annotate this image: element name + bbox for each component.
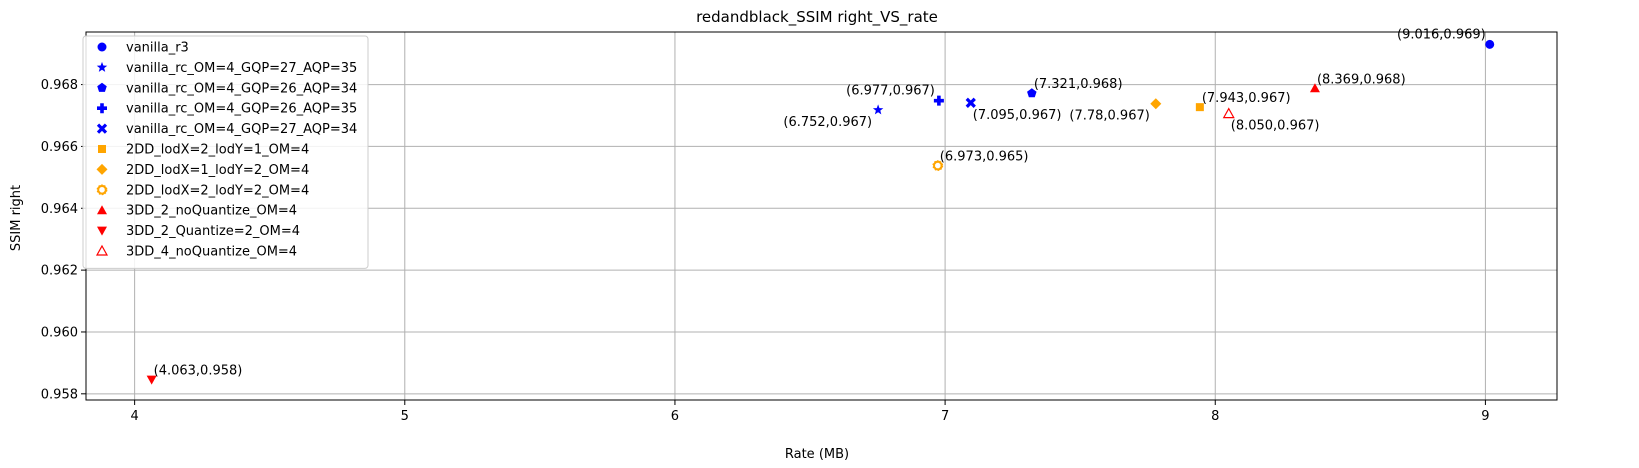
data-labels: (9.016,0.969) (6.752,0.967) (7.321,0.968) (…	[154, 27, 1486, 378]
legend-item: 2DD_lodX=1_lodY=2_OM=4	[96, 163, 309, 178]
y-tick-label: 0.966	[41, 140, 78, 155]
legend-item: 3DD_4_noQuantize_OM=4	[95, 244, 297, 260]
axes: 4 5 6 7 8 9 0.958 0.960 0.962 0.964 0.966 0.968	[41, 31, 1558, 424]
data-label: (7.943,0.967)	[1202, 91, 1291, 106]
point-2dd-lodx-2-lody-1-om-4	[1195, 103, 1204, 112]
legend-item: vanilla_rc_OM=4_GQP=27_AQP=35	[96, 61, 357, 76]
legend-label: vanilla_rc_OM=4_GQP=26_AQP=34	[126, 81, 357, 96]
data-label: (7.78,0.967)	[1069, 109, 1149, 124]
legend-box	[82, 35, 369, 269]
legend-item: 3DD_2_noQuantize_OM=4	[97, 204, 297, 219]
legend-item: vanilla_rc_OM=4_GQP=26_AQP=35	[97, 102, 357, 117]
x-tick-label: 9	[1481, 409, 1489, 424]
x-tick-label: 5	[401, 409, 409, 424]
point-vanilla-rc-om-4-gqp-26-aqp-35	[933, 95, 944, 106]
x-tick-label: 7	[941, 409, 949, 424]
legend-item: vanilla_r3	[97, 41, 189, 56]
legend-marker	[98, 145, 106, 153]
y-tick-label: 0.958	[41, 387, 78, 402]
legend-label: vanilla_r3	[126, 41, 189, 56]
data-label: (8.050,0.967)	[1231, 119, 1320, 134]
legend-label: 3DD_4_noQuantize_OM=4	[126, 245, 297, 260]
point-vanilla-rc-om-4-gqp-26-aqp-34	[1027, 88, 1037, 98]
legend: vanilla_r3 vanilla_rc_OM=4_GQP=27_AQP=35v…	[82, 35, 369, 269]
legend-item: 2DD_lodX=2_lodY=1_OM=4	[98, 143, 309, 158]
point-2dd-lodx-2-lody-2-om-4	[932, 160, 944, 171]
legend-item: vanilla_rc_OM=4_GQP=27_AQP=34	[96, 122, 357, 137]
legend-label: 3DD_2_noQuantize_OM=4	[126, 204, 297, 219]
x-tick-label: 4	[130, 409, 138, 424]
point-2dd-lodx-1-lody-2-om-4	[1150, 98, 1162, 110]
legend-marker	[97, 226, 107, 236]
data-label: (7.321,0.968)	[1034, 77, 1123, 92]
data-label: (6.752,0.967)	[783, 115, 872, 130]
data-label: (7.095,0.967)	[973, 108, 1062, 123]
y-tick-label: 0.964	[41, 202, 78, 217]
legend-label: 2DD_lodX=1_lodY=2_OM=4	[126, 163, 309, 178]
legend-marker	[96, 61, 108, 72]
data-label: (9.016,0.969)	[1397, 27, 1486, 42]
legend-item: 3DD_2_Quantize=2_OM=4	[97, 224, 300, 239]
point-3dd-2-noquantize-om-4	[1309, 83, 1320, 93]
legend-label: vanilla_rc_OM=4_GQP=27_AQP=34	[126, 122, 357, 137]
data-points	[146, 39, 1495, 385]
legend-item: vanilla_rc_OM=4_GQP=26_AQP=34	[97, 81, 357, 96]
y-tick-label: 0.962	[41, 264, 78, 279]
point-vanilla-r3	[1485, 39, 1495, 49]
chart-title: redandblack_SSIM right_VS_rate	[696, 8, 938, 27]
legend-marker	[96, 184, 108, 196]
point-3dd-4-noquantize-om-4	[1222, 107, 1235, 119]
point-vanilla-rc-om-4-gqp-27-aqp-34	[965, 97, 976, 108]
data-label: (6.973,0.965)	[940, 150, 1029, 165]
legend-marker	[97, 82, 107, 92]
y-tick-label: 0.968	[41, 78, 78, 93]
x-tick-label: 6	[671, 409, 679, 424]
y-axis-label: SSIM right	[9, 185, 24, 251]
legend-label: 2DD_lodX=2_lodY=1_OM=4	[126, 143, 309, 158]
legend-marker	[97, 103, 107, 114]
legend-marker	[97, 42, 107, 52]
legend-marker	[96, 163, 108, 175]
legend-label: 3DD_2_Quantize=2_OM=4	[126, 224, 300, 239]
data-label: (8.369,0.968)	[1317, 72, 1406, 87]
point-vanilla-rc-om-4-gqp-27-aqp-35	[872, 104, 884, 115]
legend-marker	[96, 123, 108, 134]
legend-marker	[95, 244, 109, 256]
x-axis-label: Rate (MB)	[785, 447, 849, 462]
data-label: (4.063,0.958)	[154, 364, 243, 379]
legend-label: vanilla_rc_OM=4_GQP=26_AQP=35	[126, 102, 357, 117]
legend-item: 2DD_lodX=2_lodY=2_OM=4	[96, 183, 309, 198]
x-tick-label: 8	[1211, 409, 1219, 424]
legend-label: vanilla_rc_OM=4_GQP=27_AQP=35	[126, 61, 357, 76]
legend-label: 2DD_lodX=2_lodY=2_OM=4	[126, 183, 309, 198]
legend-marker	[97, 205, 107, 215]
point-3dd-2-quantize-2-om-4	[146, 375, 157, 385]
data-label: (6.977,0.967)	[846, 84, 935, 99]
y-tick-label: 0.960	[41, 325, 78, 340]
